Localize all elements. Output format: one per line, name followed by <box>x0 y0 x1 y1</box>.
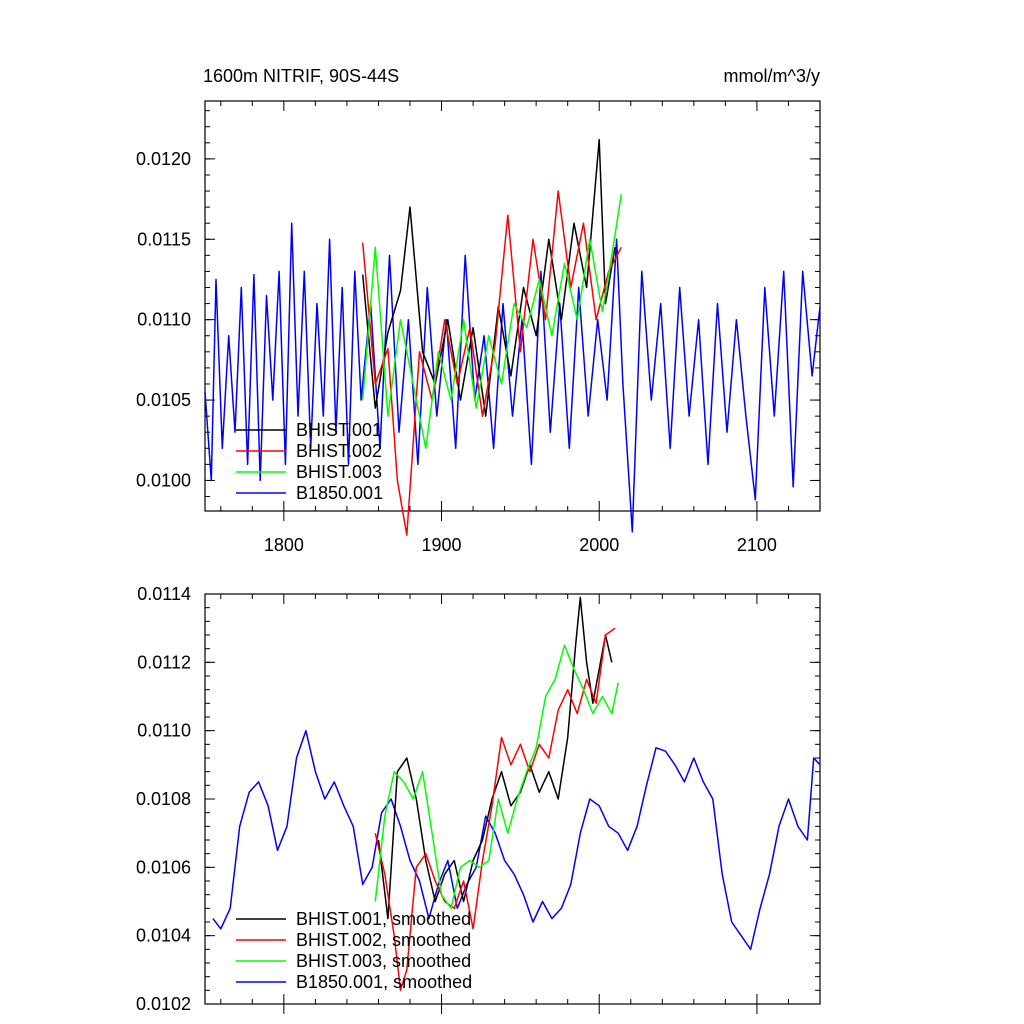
series-line-bhist-003 <box>361 194 623 450</box>
x-tick-label: 2000 <box>579 535 619 555</box>
y-tick-label: 0.0108 <box>136 789 191 809</box>
y-tick-label: 0.0106 <box>136 857 191 877</box>
x-tick-label: 1800 <box>264 535 304 555</box>
series-line-bhist-002 <box>361 190 622 536</box>
chart-title: 1600m NITRIF, 90S-44S <box>203 66 399 86</box>
y-tick-label: 0.0100 <box>136 470 191 490</box>
y-tick-label: 0.0115 <box>137 229 191 249</box>
panel-bottom: 0.0102 0.0104 0.0106 0.0108 0.0110 0.0112 0.01… <box>136 584 821 1014</box>
series-group-bottom <box>212 596 821 992</box>
x-tick-label: 2100 <box>737 535 777 555</box>
y-tick-label: 0.0114 <box>137 584 191 604</box>
series-group-top <box>204 138 821 536</box>
y-tick-label: 0.0104 <box>136 926 191 946</box>
legend-label: BHIST.002, smoothed <box>296 930 471 950</box>
series-line-bhist-003-smoothed <box>374 644 619 910</box>
x-tick-label: 1900 <box>422 535 462 555</box>
legend-label: BHIST.002 <box>296 441 382 461</box>
series-line-bhist-001-smoothed <box>377 596 613 920</box>
panel-top: 1600m NITRIF, 90S-44S mmol/m^3/y 1800 190… <box>136 66 821 555</box>
ticks-top: 1800 1900 2000 2100 0.0100 0.0105 0.0110 0.0115… <box>136 101 821 555</box>
y-tick-label: 0.0110 <box>137 721 191 741</box>
legend-label: BHIST.001 <box>296 420 382 440</box>
series-line-bhist-002-smoothed <box>374 627 616 992</box>
legend-label: B1850.001, smoothed <box>296 972 472 992</box>
legend-label: B1850.001 <box>296 483 383 503</box>
legend-label: BHIST.001, smoothed <box>296 909 471 929</box>
y-tick-label: 0.0105 <box>136 390 191 410</box>
series-line-bhist-001 <box>361 138 616 417</box>
units-label: mmol/m^3/y <box>724 66 820 86</box>
y-tick-label: 0.0120 <box>136 149 191 169</box>
y-tick-label: 0.0102 <box>136 994 191 1014</box>
series-line-b1850-001-smoothed <box>212 729 821 951</box>
plot-frame-top <box>204 100 821 512</box>
y-tick-label: 0.0112 <box>137 652 191 672</box>
legend-label: BHIST.003 <box>296 462 382 482</box>
legend-label: BHIST.003, smoothed <box>296 951 471 971</box>
ticks-bottom: 0.0102 0.0104 0.0106 0.0108 0.0110 0.0112 0.01… <box>136 584 821 1014</box>
y-tick-label: 0.0110 <box>137 310 191 330</box>
